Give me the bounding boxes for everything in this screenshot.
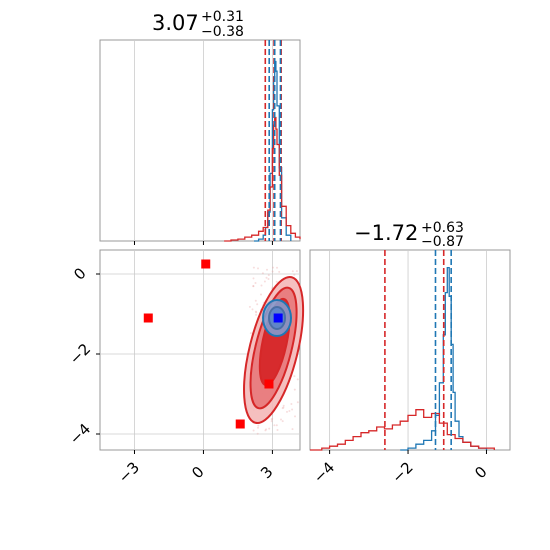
scatter-point [265,428,268,431]
marker-2 [264,379,274,389]
scatter-point [288,410,291,412]
scatter-point [280,418,282,421]
scatter-point [270,420,273,423]
top-title-plus: +0.31 [201,9,244,25]
scatter-point [293,273,296,276]
scatter-point [261,272,264,275]
scatter-point [295,270,298,273]
scatter-point [273,424,276,427]
scatter-point [294,415,296,418]
scatter-point [252,285,255,288]
scatter-point [248,305,251,308]
right-title-value: −1.72 [354,221,418,245]
scatter-point [264,429,267,432]
scatter-point [254,310,257,313]
scatter-point [268,427,271,430]
scatter-point [254,282,257,284]
contour-ytick-label: 0 [70,264,89,283]
scatter-point [282,404,285,407]
scatter-point [265,276,268,279]
scatter-point [251,308,254,311]
scatter-point [290,403,293,405]
scatter-point [255,311,258,314]
scatter-point [255,313,258,316]
scatter-point [296,378,299,381]
scatter-point [291,270,294,273]
scatter-point [271,270,274,273]
vline-layer [264,40,452,450]
scatter-point [296,401,299,404]
scatter-point [254,299,257,302]
scatter-point [275,280,278,283]
scatter-point [281,420,284,423]
scatter-point [276,266,278,269]
right-xtick-label: −2 [388,458,416,486]
top-left-panel-frame [99,39,301,242]
right-title-plus: +0.63 [421,220,464,236]
contour-xtick-label: 3 [257,463,276,482]
scatter-point [257,267,259,270]
scatter-point [257,424,260,427]
scatter-point [271,286,274,289]
top-title-minus: −0.38 [201,24,244,40]
scatter-point [291,428,294,431]
top-title-value: 3.07 [152,11,199,35]
scatter-point [291,408,294,411]
contour-xtick-label: 0 [188,463,207,482]
hist-series-1 [310,409,495,451]
contour-ytick-label: −4 [66,420,94,448]
scatter-point [252,285,255,287]
scatter-point [252,277,255,280]
scatter-point [249,332,252,335]
scatter-point [256,432,259,435]
scatter-point [272,266,274,269]
marker-1 [201,259,211,269]
scatter-point [293,388,296,391]
right-panel-title: −1.72 [354,221,418,245]
scatter-point [267,278,270,280]
scatter-point [271,417,274,420]
scatter-point [282,406,285,409]
right-xtick-label: −4 [310,458,338,486]
bottom-right-panel-frame [309,249,511,451]
scatter-point [260,284,263,287]
marker-4 [273,313,283,323]
scatter-point [275,424,278,427]
scatter-point [281,407,284,410]
scatter-point [257,426,259,429]
scatter-point [270,418,273,421]
scatter-point [252,266,255,269]
scatter-point [252,429,255,432]
scatter-point [263,280,266,283]
scatter-point [267,274,270,277]
scatter-point [260,293,262,296]
marker-0 [143,313,153,323]
contour-ytick-label: −2 [66,340,94,368]
scatter-point [293,375,296,378]
marker-3 [235,419,245,429]
marker-layer [143,259,283,429]
scatter-point [286,410,288,413]
right-title-minus: −0.87 [421,234,464,250]
scatter-point [276,429,279,431]
right-xtick-label: 0 [471,463,490,482]
scatter-point [256,303,259,306]
scatter-point [278,270,281,273]
contour-xtick-label: −3 [115,458,143,486]
scatter-point [266,268,268,271]
top-panel-title: 3.07 [152,11,199,35]
